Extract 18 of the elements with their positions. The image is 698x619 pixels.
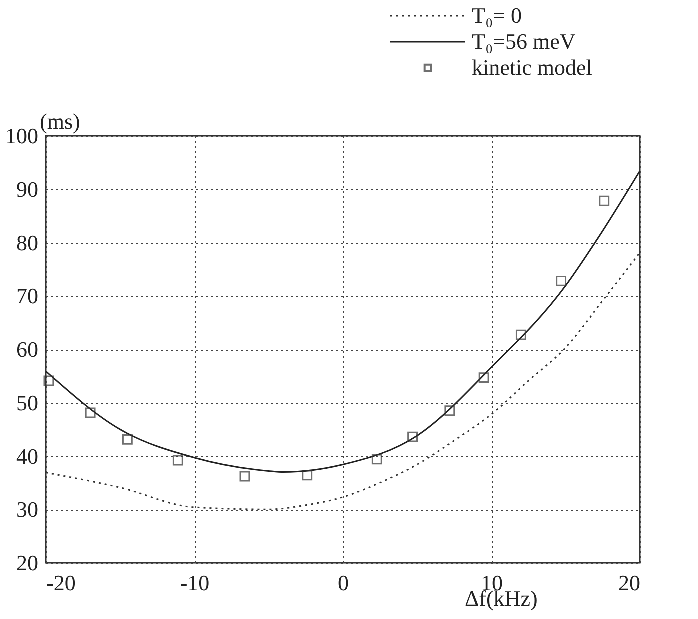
x-tick-label: -10 [180,570,210,596]
y-tick-label: 50 [16,390,38,416]
y-tick-label: 70 [16,284,38,309]
y-tick-label: 40 [16,444,38,469]
legend-label: kinetic model [472,55,592,80]
y-tick-label: 80 [16,230,38,256]
legend-label: T₀=56 meV [472,29,576,54]
x-tick-label: 0 [338,570,349,596]
y-tick-label: 90 [16,176,38,202]
line-series [46,170,640,474]
y-tick-label: 30 [16,497,38,522]
x-tick-label: -20 [46,570,76,596]
y-tick-label: 100 [6,124,38,148]
y-axis-title: (ms) [40,109,80,134]
y-tick-label: 60 [16,337,38,362]
x-tick-label: 20 [618,570,640,596]
legend-label: T₀= 0 [472,3,522,28]
y-tick-label: 20 [16,550,38,576]
